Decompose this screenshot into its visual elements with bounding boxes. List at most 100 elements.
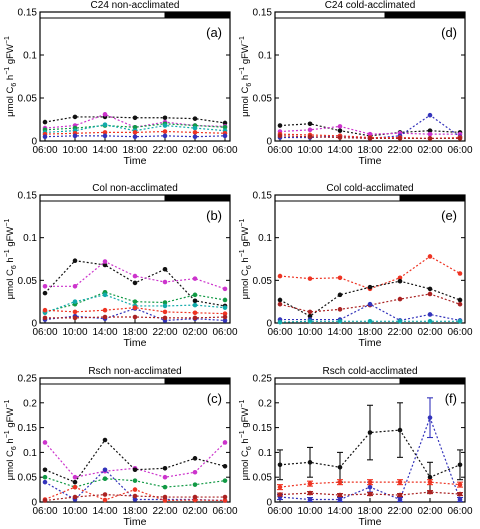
data-point <box>337 492 343 498</box>
data-point <box>222 463 228 469</box>
y-tick-label: 0 <box>266 498 272 509</box>
series-green <box>42 474 228 490</box>
series-magenta <box>42 259 228 292</box>
data-point <box>397 136 403 141</box>
panel-title: Col cold-acclimated <box>326 183 413 194</box>
x-axis-title: Time <box>124 155 147 167</box>
data-point <box>102 259 108 264</box>
data-point <box>102 133 108 139</box>
data-point <box>222 494 228 500</box>
data-point <box>397 278 403 284</box>
data-point <box>367 136 373 141</box>
data-point <box>222 297 228 303</box>
data-point <box>192 130 198 135</box>
panels: C24 non-acclimated 0 0.05 0.1 0.15 06:00 10:00… <box>4 0 473 528</box>
data-point <box>102 476 108 481</box>
data-point <box>192 125 198 131</box>
data-point <box>162 115 168 121</box>
data-point <box>427 112 433 118</box>
data-point <box>132 130 138 135</box>
data-point <box>427 479 433 485</box>
light-period-bar <box>39 377 166 385</box>
y-axis-title: μmol C6 h−1 gFW−1 <box>239 36 253 117</box>
data-point <box>192 302 198 308</box>
data-point <box>192 134 198 139</box>
data-point <box>307 460 313 465</box>
series-black <box>42 114 228 126</box>
data-point <box>337 275 343 281</box>
data-point <box>72 479 78 485</box>
data-point <box>102 492 108 497</box>
data-point <box>367 491 373 497</box>
dark-period-bar <box>164 377 231 385</box>
series-black <box>42 437 228 485</box>
data-point <box>427 415 433 420</box>
x-axis-title: Time <box>359 516 382 528</box>
data-point <box>132 493 138 499</box>
data-point <box>222 305 228 310</box>
dark-period-bar <box>399 194 466 202</box>
y-tick-label: 0 <box>31 137 37 148</box>
data-point <box>72 284 78 289</box>
data-point <box>72 494 78 500</box>
series-darkred <box>42 492 228 503</box>
data-point <box>192 456 198 461</box>
data-point <box>277 484 283 490</box>
data-point <box>72 258 78 264</box>
data-point <box>42 474 48 480</box>
data-point <box>162 266 168 272</box>
x-tick-label: 06:00 <box>32 506 57 517</box>
y-tick-label: 0.1 <box>258 51 272 62</box>
y-tick-label: 0.15 <box>253 8 273 19</box>
light-period-bar <box>274 194 401 202</box>
x-tick-label: 06:00 <box>267 145 292 156</box>
y-tick-label: 0.05 <box>18 276 38 287</box>
x-tick-label: 02:00 <box>182 506 207 517</box>
data-point <box>427 128 433 133</box>
data-point <box>42 307 48 313</box>
series-red <box>42 305 228 316</box>
x-tick-label: 06:00 <box>212 506 237 517</box>
data-point <box>102 307 108 313</box>
data-point <box>102 122 108 127</box>
x-tick-label: 22:00 <box>152 145 177 156</box>
data-point <box>397 275 403 281</box>
series-teal <box>42 292 228 316</box>
series-blue <box>42 133 228 139</box>
data-point <box>457 462 463 468</box>
data-point <box>72 474 78 480</box>
y-tick-label: 0 <box>266 319 272 330</box>
x-tick-label: 10:00 <box>62 506 87 517</box>
panel-a: C24 non-acclimated 0 0.05 0.1 0.15 06:00 10:00… <box>4 0 238 167</box>
x-tick-label: 06:00 <box>32 145 57 156</box>
data-point <box>102 262 108 268</box>
data-point <box>277 492 283 497</box>
x-tick-label: 06:00 <box>447 506 472 517</box>
x-tick-label: 14:00 <box>327 506 352 517</box>
data-point <box>132 467 138 473</box>
y-tick-label: 0.15 <box>253 423 273 434</box>
series-line <box>44 439 226 483</box>
data-point <box>457 497 463 502</box>
data-point <box>132 497 138 502</box>
data-point <box>457 297 463 303</box>
panel-title: C24 non-acclimated <box>91 0 180 11</box>
data-point <box>307 313 313 319</box>
data-point <box>162 474 168 480</box>
data-point <box>162 484 168 490</box>
y-tick-label: 0.15 <box>253 191 273 202</box>
series-darkred <box>277 489 463 498</box>
series-red <box>277 479 463 491</box>
y-axis-title: μmol C6 h−1 gFW−1 <box>239 218 253 299</box>
x-tick-label: 22:00 <box>387 327 412 338</box>
data-point <box>397 479 403 485</box>
data-point <box>42 479 48 485</box>
plot-frame <box>274 11 466 142</box>
x-tick-label: 06:00 <box>212 145 237 156</box>
data-point <box>72 114 78 120</box>
y-tick-label: 0.25 <box>18 374 38 385</box>
data-point <box>337 292 343 298</box>
panel-label: (d) <box>441 25 457 40</box>
data-point <box>367 484 373 490</box>
